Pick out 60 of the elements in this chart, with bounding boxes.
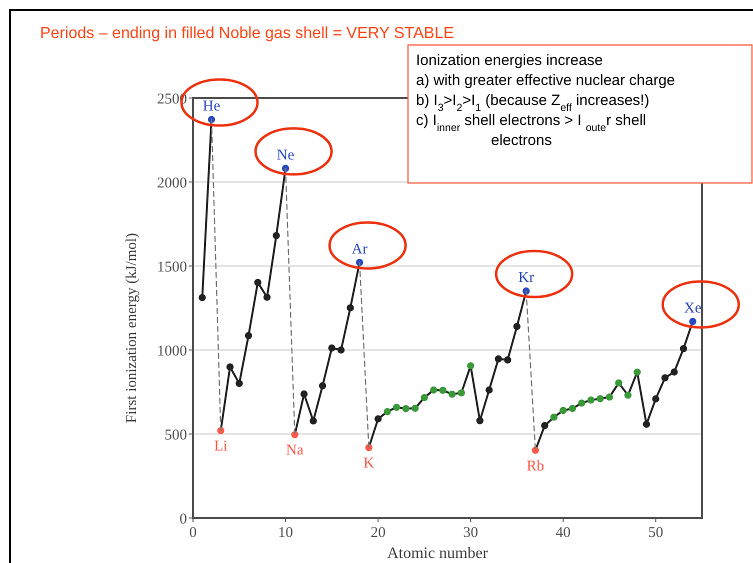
x-tick-label: 40 bbox=[556, 525, 571, 541]
point bbox=[402, 405, 410, 412]
x-tick-label: 0 bbox=[189, 525, 197, 541]
x-tick-label: 30 bbox=[463, 525, 478, 541]
chart-title: Periods – ending in filled Noble gas shell = VERY STABLE bbox=[40, 25, 454, 42]
point bbox=[596, 395, 604, 402]
annotation: Rb bbox=[526, 458, 544, 474]
point bbox=[310, 417, 317, 424]
text: a) with greater effective nuclear charge bbox=[416, 72, 676, 89]
text: Ionization energies increase bbox=[416, 52, 603, 69]
annotation: Li bbox=[214, 438, 228, 455]
point bbox=[263, 294, 271, 301]
x-tick-label: 10 bbox=[278, 525, 294, 541]
point bbox=[328, 344, 336, 352]
point bbox=[568, 404, 576, 412]
x-axis-title: Atomic number bbox=[387, 545, 489, 562]
point bbox=[420, 394, 428, 402]
point bbox=[300, 390, 308, 398]
point bbox=[254, 278, 262, 286]
y-tick-label: 500 bbox=[164, 427, 187, 444]
y-tick-label: 0 bbox=[180, 511, 187, 528]
point bbox=[560, 406, 567, 414]
text: b) I$_{3}$>I$_{2}$>I$_{1}$ (because Z$_{eff}$ increases!) bbox=[416, 92, 650, 114]
y-tick-label: 1500 bbox=[157, 259, 187, 276]
point bbox=[448, 390, 456, 398]
annotation: Xe bbox=[684, 300, 702, 316]
annotation: Na bbox=[286, 442, 304, 459]
point bbox=[318, 382, 326, 390]
point bbox=[532, 446, 540, 454]
point bbox=[458, 389, 465, 396]
point bbox=[439, 386, 446, 394]
annotation: He bbox=[202, 98, 221, 115]
annotation: Ne bbox=[276, 147, 295, 164]
x-tick-label: 20 bbox=[370, 525, 386, 541]
point bbox=[430, 386, 438, 394]
point bbox=[615, 379, 622, 387]
annotation: K bbox=[363, 456, 374, 472]
text: c) I$_{inner}$ shell electrons > I $_{oute}$r shell electrons bbox=[416, 112, 646, 149]
point bbox=[272, 232, 280, 240]
annotation: Ar bbox=[352, 241, 368, 258]
point bbox=[244, 332, 252, 340]
point bbox=[606, 393, 614, 401]
point bbox=[634, 368, 641, 376]
point bbox=[236, 380, 243, 388]
point bbox=[337, 346, 345, 354]
point bbox=[467, 362, 474, 370]
point bbox=[587, 396, 595, 404]
y-tick-label: 1000 bbox=[157, 343, 187, 360]
point bbox=[393, 404, 400, 411]
point bbox=[578, 399, 586, 407]
point bbox=[346, 304, 354, 312]
point bbox=[550, 414, 558, 421]
y-axis-title: First ionization energy (kJ/mol) bbox=[124, 232, 140, 424]
point bbox=[624, 392, 632, 399]
y-tick-label: 2000 bbox=[157, 175, 187, 192]
point bbox=[412, 404, 419, 412]
x-tick-label: 50 bbox=[648, 525, 664, 541]
annotation: Kr bbox=[518, 270, 534, 286]
point bbox=[226, 363, 234, 371]
point bbox=[384, 408, 391, 416]
